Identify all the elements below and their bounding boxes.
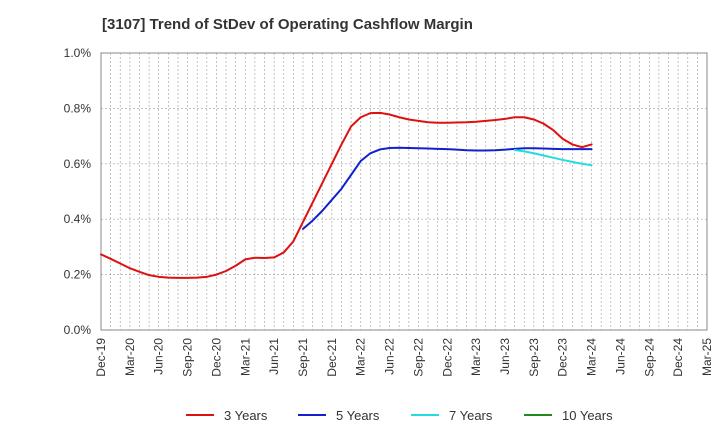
x-tick-label: Sep-24 xyxy=(642,338,656,377)
x-tick-label: Jun-24 xyxy=(613,338,627,375)
y-tick-label: 0.2% xyxy=(64,268,92,282)
x-tick-label: Mar-23 xyxy=(469,338,483,376)
series-line-5-years xyxy=(302,146,593,230)
legend: 3 Years 5 Years 7 Years 10 Years xyxy=(186,408,613,423)
series-lines xyxy=(100,111,593,279)
y-tick-label: 0.8% xyxy=(64,101,92,115)
x-tick-label: Dec-24 xyxy=(671,338,685,377)
x-tick-label: Sep-20 xyxy=(181,338,195,377)
grid xyxy=(101,53,707,330)
x-tick-label: Jun-22 xyxy=(383,338,397,375)
x-tick-label: Mar-22 xyxy=(354,338,368,376)
x-tick-label: Dec-22 xyxy=(440,338,454,377)
series-line-7-years xyxy=(513,148,593,167)
plot-frame xyxy=(100,52,708,331)
chart-title: [3107] Trend of StDev of Operating Cashf… xyxy=(102,16,473,33)
x-tick-label: Dec-21 xyxy=(325,338,339,377)
axes: 0.0% 0.2% 0.4% 0.6% 0.8% 1.0% Dec-19 Mar-20 Jun-… xyxy=(64,46,714,377)
y-tick-label: 1.0% xyxy=(64,46,92,60)
x-tick-label: Sep-22 xyxy=(411,338,425,377)
x-tick-label: Dec-20 xyxy=(209,338,223,377)
series-line-3-years xyxy=(100,111,593,279)
x-tick-label: Dec-19 xyxy=(94,338,108,377)
x-tick-label: Jun-21 xyxy=(267,338,281,375)
x-tick-label: Jun-20 xyxy=(152,338,166,375)
legend-label: 3 Years xyxy=(224,408,268,423)
x-tick-label: Mar-24 xyxy=(585,338,599,376)
y-tick-label: 0.0% xyxy=(64,323,92,337)
x-tick-label: Sep-21 xyxy=(296,338,310,377)
x-tick-label: Jun-23 xyxy=(498,338,512,375)
y-tick-label: 0.6% xyxy=(64,157,92,171)
legend-label: 5 Years xyxy=(336,408,380,423)
legend-label: 10 Years xyxy=(562,408,613,423)
x-tick-label: Sep-23 xyxy=(527,338,541,377)
legend-label: 7 Years xyxy=(449,408,493,423)
x-tick-label: Mar-25 xyxy=(700,338,714,376)
x-tick-label: Mar-21 xyxy=(238,338,252,376)
x-tick-label: Dec-23 xyxy=(556,338,570,377)
x-tick-label: Mar-20 xyxy=(123,338,137,376)
y-tick-label: 0.4% xyxy=(64,212,92,226)
